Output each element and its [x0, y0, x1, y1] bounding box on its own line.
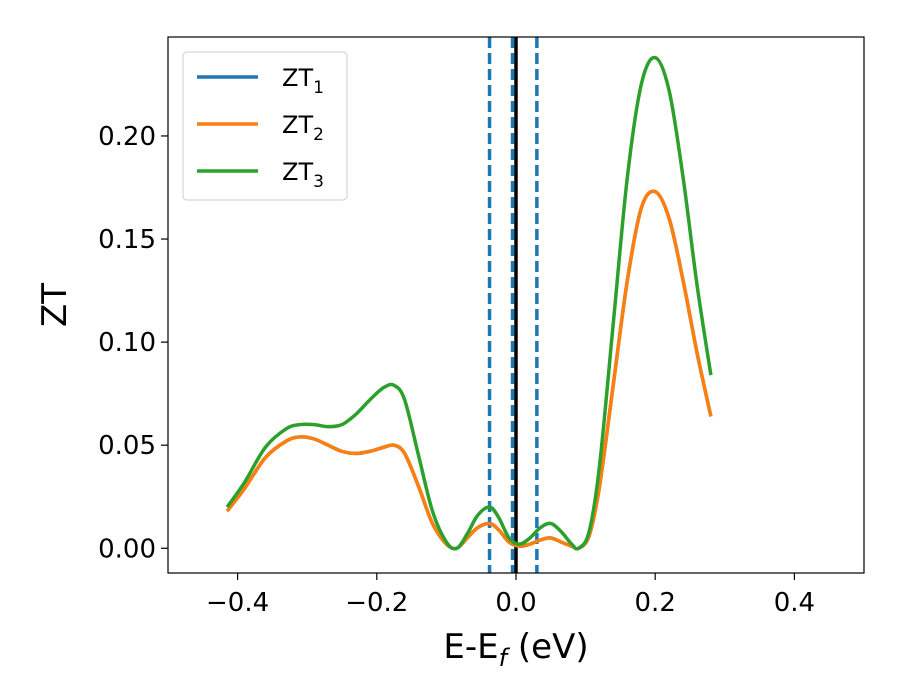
x-tick-label: 0.0: [495, 588, 536, 618]
legend-label-main: ZT: [282, 111, 313, 139]
legend-label-main: ZT: [282, 158, 313, 186]
y-axis-ticks: 0.00 0.05 0.10 0.15 0.20: [98, 122, 168, 564]
series-lines: [225, 55, 713, 551]
y-tick-label: 0.15: [98, 225, 156, 255]
x-tick-label: −0.2: [345, 588, 408, 618]
x-axis-label-unit: (eV): [507, 627, 589, 667]
y-axis-label: ZT: [35, 283, 75, 327]
legend-label-subscript: 2: [313, 125, 324, 145]
legend-label-zt1: ZT1: [282, 64, 324, 98]
x-axis-label-main: E-E: [443, 627, 498, 667]
x-tick-label: 0.4: [774, 588, 815, 618]
reference-lines: [487, 37, 539, 573]
legend-label-subscript: 3: [313, 172, 324, 192]
y-tick-label: 0.05: [98, 431, 156, 461]
x-tick-label: 0.2: [635, 588, 676, 618]
legend-label-subscript: 1: [313, 78, 324, 98]
legend-box: [182, 51, 348, 201]
y-tick-label: 0.10: [98, 328, 156, 358]
x-axis-label: E-Ef (eV): [443, 627, 588, 672]
legend-label-zt2: ZT2: [282, 111, 324, 145]
x-axis-ticks: −0.4 −0.2 0.0 0.2 0.4: [206, 573, 815, 618]
legend-label-main: ZT: [282, 64, 313, 92]
y-tick-label: 0.00: [98, 534, 156, 564]
x-tick-label: −0.4: [206, 588, 269, 618]
series-line-zt2: [225, 189, 713, 551]
y-tick-label: 0.20: [98, 122, 156, 152]
legend-label-zt3: ZT3: [282, 158, 324, 192]
series-line-zt3: [225, 55, 713, 551]
